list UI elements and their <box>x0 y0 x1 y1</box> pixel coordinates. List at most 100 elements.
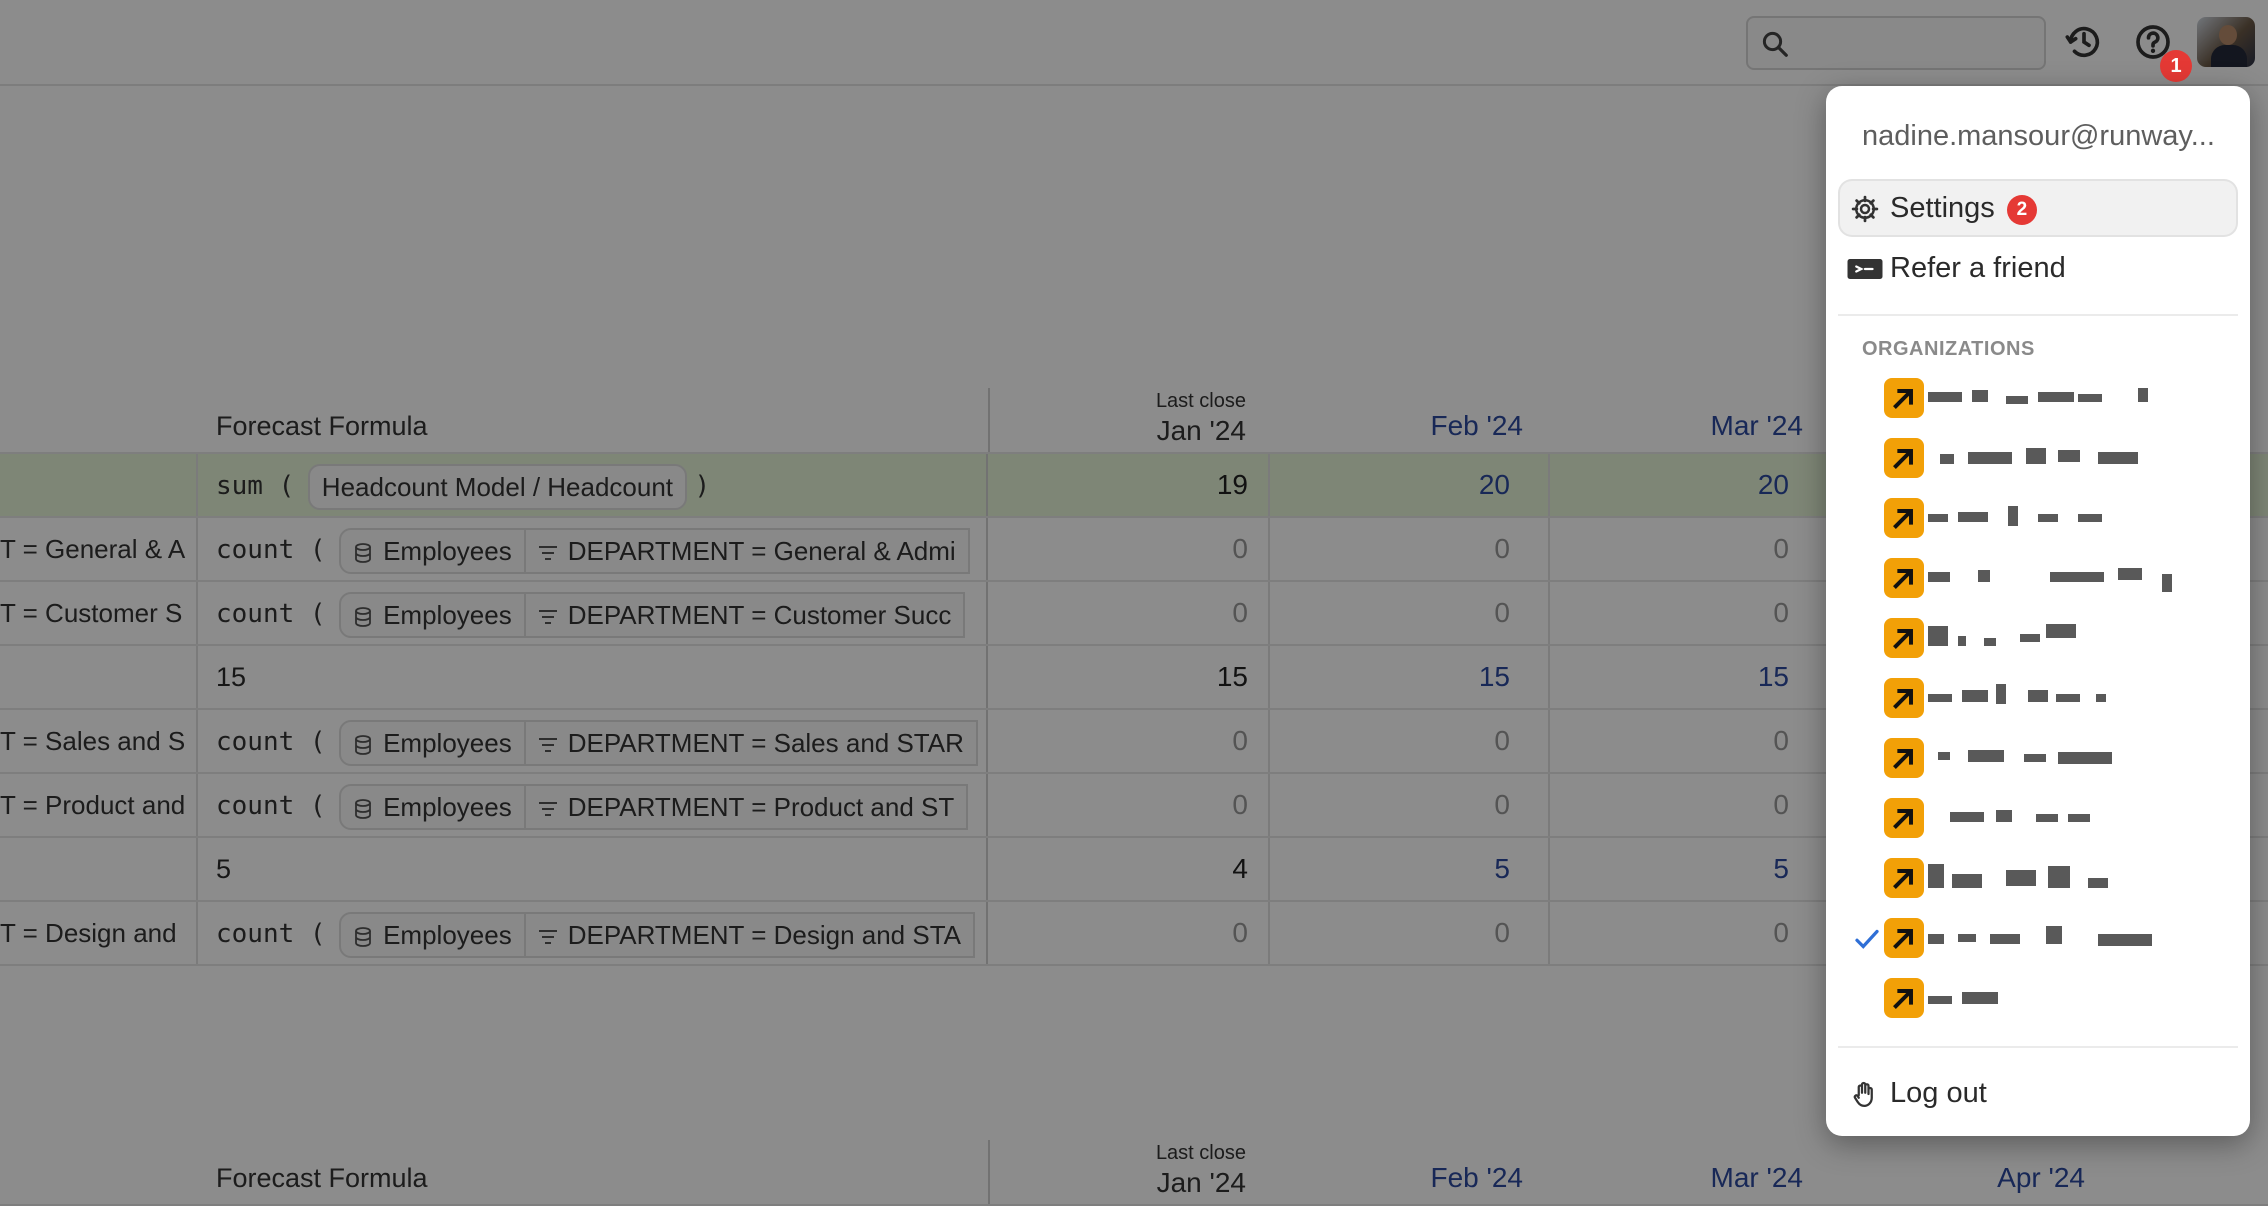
value-cell[interactable]: 0 <box>1232 725 1248 756</box>
search-input[interactable] <box>1746 16 2046 70</box>
value-cell[interactable]: 0 <box>1494 533 1510 564</box>
formula-cell[interactable]: 15 <box>200 646 988 708</box>
value-cell[interactable]: 0 <box>1494 725 1510 756</box>
source-chip[interactable]: Employees <box>339 719 526 766</box>
org-logo-icon <box>1884 378 1924 418</box>
column-header-formula: Forecast Formula <box>216 1163 428 1193</box>
source-chip[interactable]: Employees <box>339 591 526 638</box>
table-row[interactable]: T = Product and count ( Employees DEPARTM… <box>0 774 2268 838</box>
value-cell[interactable]: 0 <box>1494 789 1510 820</box>
organization-item[interactable] <box>1884 438 2224 480</box>
filter-chip[interactable]: DEPARTMENT = Customer Succ <box>525 591 966 638</box>
filter-icon <box>538 546 557 560</box>
org-name-redacted <box>1928 924 2208 954</box>
filter-chip[interactable]: DEPARTMENT = Product and ST <box>525 783 969 830</box>
value-cell[interactable]: 15 <box>1757 661 1789 692</box>
table-row[interactable]: T = General & A count ( Employees DEPARTM… <box>0 518 2268 582</box>
metrics-table-2: Forecast Formula Last close Jan '24 Feb … <box>0 1140 2268 1206</box>
organization-item[interactable] <box>1884 858 2224 900</box>
step-badge-2: 2 <box>2006 195 2037 225</box>
formula-cell[interactable]: count ( Employees DEPARTMENT = General & … <box>200 518 988 580</box>
value-cell[interactable]: 0 <box>1773 597 1789 628</box>
value-cell[interactable]: 15 <box>1478 661 1510 692</box>
value-cell[interactable]: 0 <box>1232 789 1248 820</box>
ticket-icon <box>1847 259 1883 279</box>
table-header: Forecast Formula Last close Jan '24 Feb … <box>0 1140 2268 1206</box>
org-name-redacted <box>1928 504 2208 534</box>
row-label: T = Sales and S <box>0 710 198 772</box>
formula-reference-chip[interactable]: Headcount Model / Headcount <box>307 463 688 510</box>
row-label: T = Design and <box>0 902 198 964</box>
table-row[interactable]: T = Design and count ( Employees DEPARTME… <box>0 902 2268 966</box>
organization-item[interactable] <box>1884 618 2224 660</box>
value-cell[interactable]: 4 <box>1232 853 1248 884</box>
checkmark-icon <box>1855 929 1879 949</box>
database-icon <box>355 607 371 627</box>
org-logo-icon <box>1884 978 1924 1018</box>
value-cell[interactable]: 0 <box>1773 725 1789 756</box>
column-header-mar: Mar '24 <box>1710 1162 1804 1193</box>
filter-chip[interactable]: DEPARTMENT = Design and STA <box>525 911 975 958</box>
formula-cell[interactable]: count ( Employees DEPARTMENT = Customer S… <box>200 582 988 644</box>
search-icon <box>1762 31 1788 57</box>
org-name-redacted <box>1928 684 2208 714</box>
org-logo-icon <box>1884 918 1924 958</box>
filter-chip[interactable]: DEPARTMENT = General & Admi <box>525 527 970 574</box>
filter-chip[interactable]: DEPARTMENT = Sales and STAR <box>525 719 978 766</box>
settings-menu-item[interactable]: Settings 2 <box>1840 181 2236 235</box>
value-cell[interactable]: 5 <box>1494 853 1510 884</box>
value-cell[interactable]: 20 <box>1757 469 1789 500</box>
organization-item[interactable] <box>1884 918 2224 960</box>
organization-item[interactable] <box>1884 978 2224 1020</box>
organization-item[interactable] <box>1884 498 2224 540</box>
top-bar <box>0 0 2268 86</box>
row-label <box>0 454 198 516</box>
refer-friend-menu-item[interactable]: Refer a friend <box>1840 241 2236 295</box>
formula-cell[interactable]: 5 <box>200 838 988 900</box>
org-name-redacted <box>1928 444 2208 474</box>
formula-cell[interactable]: sum ( Headcount Model / Headcount ) <box>200 454 988 516</box>
row-label: T = Product and <box>0 774 198 836</box>
table-row[interactable]: T = Customer S count ( Employees DEPARTME… <box>0 582 2268 646</box>
value-cell[interactable]: 0 <box>1773 533 1789 564</box>
table-row[interactable]: T = Sales and S count ( Employees DEPARTM… <box>0 710 2268 774</box>
history-icon[interactable] <box>2064 22 2104 62</box>
row-label: T = General & A <box>0 518 198 580</box>
org-logo-icon <box>1884 558 1924 598</box>
organization-item[interactable] <box>1884 558 2224 600</box>
org-logo-icon <box>1884 498 1924 538</box>
column-header-jan: Last close Jan '24 <box>1155 1142 1246 1198</box>
formula-cell[interactable]: count ( Employees DEPARTMENT = Sales and … <box>200 710 988 772</box>
value-cell[interactable]: 0 <box>1494 917 1510 948</box>
source-chip[interactable]: Employees <box>339 911 526 958</box>
table-row[interactable]: 15 15 15 15 <box>0 646 2268 710</box>
logout-menu-item[interactable]: Log out <box>1840 1066 2236 1120</box>
avatar[interactable] <box>2194 14 2258 70</box>
formula-cell[interactable]: count ( Employees DEPARTMENT = Product an… <box>200 774 988 836</box>
organization-item[interactable] <box>1884 798 2224 840</box>
value-cell[interactable]: 0 <box>1232 917 1248 948</box>
value-cell[interactable]: 20 <box>1478 469 1510 500</box>
value-cell[interactable]: 0 <box>1494 597 1510 628</box>
organization-item[interactable] <box>1884 738 2224 780</box>
table-row[interactable]: 5 4 5 5 <box>0 838 2268 902</box>
help-icon[interactable] <box>2133 22 2173 62</box>
organization-item[interactable] <box>1884 378 2224 420</box>
value-cell[interactable]: 15 <box>1216 661 1248 692</box>
column-header-jan: Last close Jan '24 <box>1155 390 1246 446</box>
value-cell[interactable]: 0 <box>1773 917 1789 948</box>
organization-item[interactable] <box>1884 678 2224 720</box>
database-icon <box>355 799 371 819</box>
organizations-header: ORGANIZATIONS <box>1862 338 2035 360</box>
formula-cell[interactable]: count ( Employees DEPARTMENT = Design and… <box>200 902 988 964</box>
value-cell[interactable]: 0 <box>1232 597 1248 628</box>
row-label: T = Customer S <box>0 582 198 644</box>
source-chip[interactable]: Employees <box>339 527 526 574</box>
database-icon <box>355 543 371 563</box>
value-cell[interactable]: 5 <box>1773 853 1789 884</box>
source-chip[interactable]: Employees <box>339 783 526 830</box>
value-cell[interactable]: 0 <box>1773 789 1789 820</box>
value-cell[interactable]: 0 <box>1232 533 1248 564</box>
gear-icon <box>1851 195 1879 223</box>
value-cell[interactable]: 19 <box>1216 469 1248 500</box>
